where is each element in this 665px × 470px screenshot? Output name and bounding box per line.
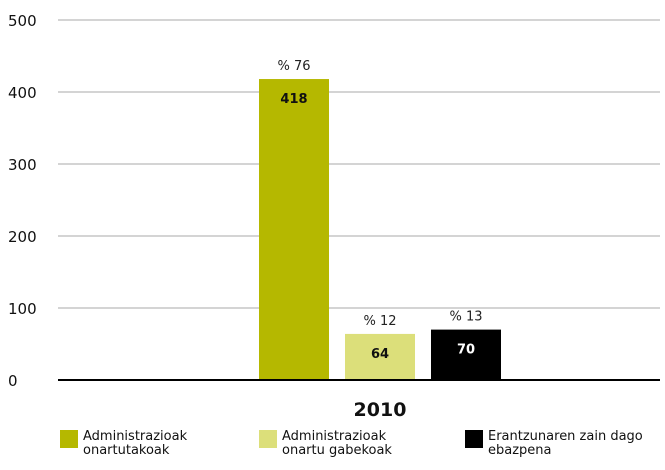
bar-1	[259, 79, 329, 380]
y-tick-label-0: 0	[8, 372, 18, 390]
legend-label-onartu-gabekoak: Administrazioak onartu gabekoak	[282, 429, 392, 458]
legend-label-zain: Erantzunaren zain dago ebazpena	[488, 429, 643, 458]
legend-item-onartutakoak: Administrazioak onartutakoak	[60, 430, 187, 458]
legend-swatch-zain	[465, 430, 483, 448]
legend-item-onartu-gabekoak: Administrazioak onartu gabekoak	[259, 430, 392, 458]
value-label-1: 418	[280, 92, 307, 107]
legend-swatch-onartu-gabekoak	[259, 430, 277, 448]
legend-label-onartutakoak: Administrazioak onartutakoak	[83, 429, 188, 458]
y-tick-label-500: 500	[8, 12, 37, 30]
legend-swatch-onartutakoak	[60, 430, 78, 448]
legend: Administrazioak onartutakoak Administraz…	[0, 430, 665, 470]
percent-label-1: % 76	[277, 59, 310, 74]
percent-label-2: % 12	[363, 314, 396, 329]
y-tick-label-200: 200	[8, 228, 37, 246]
y-tick-label-300: 300	[8, 156, 37, 174]
y-tick-label-100: 100	[8, 300, 37, 318]
percent-label-3: % 13	[449, 310, 482, 325]
x-tick-label-2010: 2010	[354, 399, 407, 421]
bar-3	[431, 329, 501, 380]
value-label-3: 70	[457, 343, 475, 358]
value-label-2: 64	[371, 347, 389, 362]
y-tick-label-400: 400	[8, 84, 37, 102]
bar-chart: 0 100 200 300 400 500 % 76 418 % 12 64 % 13 70 2010	[8, 12, 660, 421]
bar-2	[345, 333, 415, 380]
legend-item-zain: Erantzunaren zain dago ebazpena	[465, 430, 643, 458]
